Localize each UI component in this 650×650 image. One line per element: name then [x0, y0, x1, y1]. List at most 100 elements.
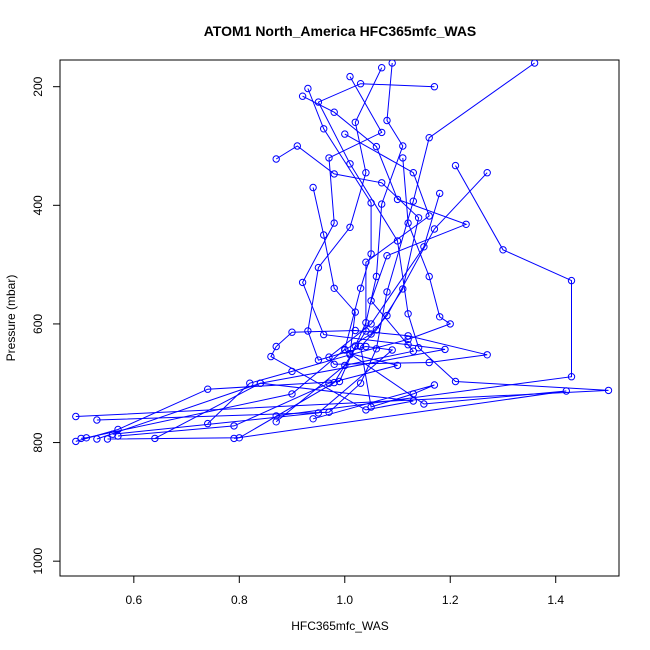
series-line	[233, 172, 567, 439]
data-point	[272, 155, 280, 163]
data-point	[356, 80, 365, 88]
y-tick-label: 600	[31, 314, 45, 334]
data-point	[346, 160, 354, 168]
data-point	[399, 142, 407, 150]
data-point	[93, 435, 101, 443]
data-point	[393, 195, 402, 204]
data-point	[341, 346, 349, 354]
data-point	[483, 169, 491, 177]
data-point	[309, 415, 317, 423]
profile-series	[93, 72, 449, 443]
data-point	[425, 358, 433, 367]
data-point	[293, 142, 301, 150]
data-point	[204, 419, 212, 428]
data-point	[351, 118, 359, 127]
data-point	[367, 199, 375, 207]
data-point	[325, 379, 333, 387]
data-point	[383, 288, 391, 296]
data-point	[298, 278, 307, 287]
data-point	[356, 284, 365, 292]
y-tick-label: 1000	[31, 548, 45, 575]
data-point	[367, 320, 375, 328]
data-point	[230, 422, 238, 430]
data-point	[314, 356, 323, 364]
data-point	[393, 361, 402, 370]
data-point	[204, 385, 212, 393]
series-line	[207, 157, 452, 424]
data-point	[562, 387, 570, 395]
data-point	[530, 60, 539, 67]
data-point	[230, 434, 238, 443]
data-point	[272, 418, 280, 426]
data-point	[330, 360, 338, 368]
y-tick-label: 200	[31, 76, 45, 96]
data-point	[346, 223, 354, 232]
profile-series	[230, 169, 570, 443]
series-line	[81, 88, 372, 439]
data-point	[288, 390, 296, 398]
data-point	[451, 377, 460, 386]
data-point	[151, 434, 159, 443]
data-point	[288, 367, 296, 376]
data-point	[425, 272, 433, 281]
data-point	[325, 154, 333, 162]
data-point	[383, 252, 391, 260]
profile-series	[272, 161, 576, 420]
data-point	[383, 116, 391, 125]
data-point	[372, 142, 381, 151]
data-point	[362, 258, 370, 266]
series-line	[154, 193, 488, 439]
data-point	[430, 381, 439, 389]
data-point	[356, 379, 365, 387]
data-point	[446, 320, 454, 328]
data-point	[404, 341, 412, 349]
profile-series	[109, 64, 396, 438]
data-point	[330, 219, 338, 227]
data-point	[451, 161, 460, 170]
data-point	[72, 412, 80, 421]
data-point	[409, 397, 417, 405]
data-point	[409, 169, 417, 177]
data-point	[367, 330, 375, 338]
data-point	[567, 373, 576, 381]
profile-series	[114, 183, 402, 440]
data-point	[298, 92, 307, 100]
data-point	[383, 311, 391, 320]
data-point	[404, 310, 412, 318]
data-point	[103, 435, 112, 443]
x-axis-label: HFC365mfc_WAS	[291, 619, 389, 633]
y-axis: 200 400 600 800 1000	[31, 76, 61, 575]
data-point	[356, 342, 365, 351]
data-point	[425, 134, 433, 142]
data-point	[341, 361, 349, 370]
profile-series	[204, 154, 454, 428]
data-point	[330, 170, 338, 178]
x-tick-label: 0.6	[125, 593, 142, 607]
data-point	[604, 386, 613, 395]
data-point	[414, 214, 423, 222]
series-line	[275, 95, 468, 423]
data-point	[399, 154, 407, 162]
profile-series	[272, 92, 470, 426]
series-layer	[72, 60, 613, 446]
series-line	[107, 133, 430, 440]
data-point	[309, 183, 317, 192]
data-point	[378, 128, 386, 137]
profile-series	[93, 60, 539, 424]
data-point	[378, 179, 386, 187]
series-line	[117, 187, 398, 437]
data-point	[304, 84, 312, 93]
data-point	[436, 313, 444, 321]
chart-title: ATOM1 North_America HFC365mfc_WAS	[204, 23, 477, 39]
data-point	[351, 326, 359, 335]
data-point	[425, 212, 433, 220]
data-point	[272, 342, 280, 351]
data-point	[430, 225, 439, 233]
data-point	[341, 130, 349, 138]
x-tick-label: 1.4	[547, 593, 564, 607]
x-axis: 0.6 0.8 1.0 1.2 1.4	[125, 575, 564, 607]
data-point	[420, 243, 428, 251]
data-point	[499, 246, 507, 254]
data-point	[430, 83, 439, 91]
data-point	[362, 169, 370, 177]
